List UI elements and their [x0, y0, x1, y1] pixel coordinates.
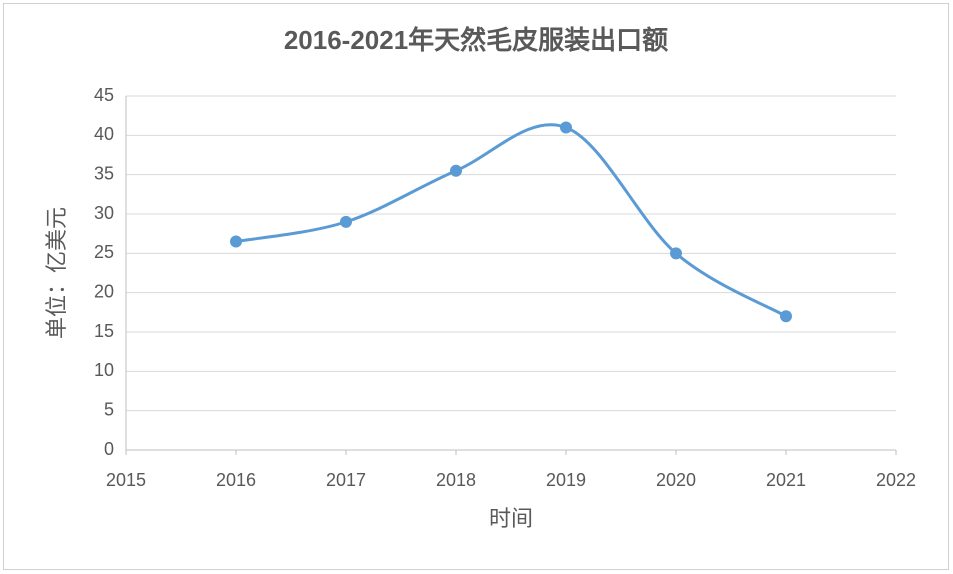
x-axis-label: 时间	[489, 506, 533, 531]
data-point	[560, 121, 572, 134]
data-point	[670, 247, 682, 260]
y-tick-label: 15	[94, 321, 114, 341]
x-tick-label: 2021	[766, 470, 806, 490]
y-tick-label: 0	[104, 439, 114, 459]
x-tick-label: 2022	[876, 470, 916, 490]
data-point	[340, 215, 352, 228]
x-tick-label: 2020	[656, 470, 696, 490]
chart-title: 2016-2021年天然毛皮服装出口额	[284, 25, 668, 55]
y-tick-label: 30	[94, 203, 114, 223]
data-point	[450, 164, 462, 177]
data-point	[230, 235, 242, 248]
x-tick-label: 2016	[216, 470, 256, 490]
y-tick-label: 10	[94, 360, 114, 380]
x-tick-label: 2018	[436, 470, 476, 490]
chart-frame	[3, 3, 949, 570]
data-point	[780, 310, 792, 323]
y-tick-label: 5	[104, 399, 114, 419]
y-tick-label: 40	[94, 124, 114, 144]
y-tick-label: 35	[94, 163, 114, 183]
x-tick-label: 2017	[326, 470, 366, 490]
x-tick-label: 2019	[546, 470, 586, 490]
y-tick-label: 25	[94, 242, 114, 262]
x-tick-label: 2015	[106, 470, 146, 490]
y-tick-label: 20	[94, 281, 114, 301]
y-axis-label: 单位：亿美元	[44, 207, 69, 339]
y-tick-label: 45	[94, 85, 114, 105]
